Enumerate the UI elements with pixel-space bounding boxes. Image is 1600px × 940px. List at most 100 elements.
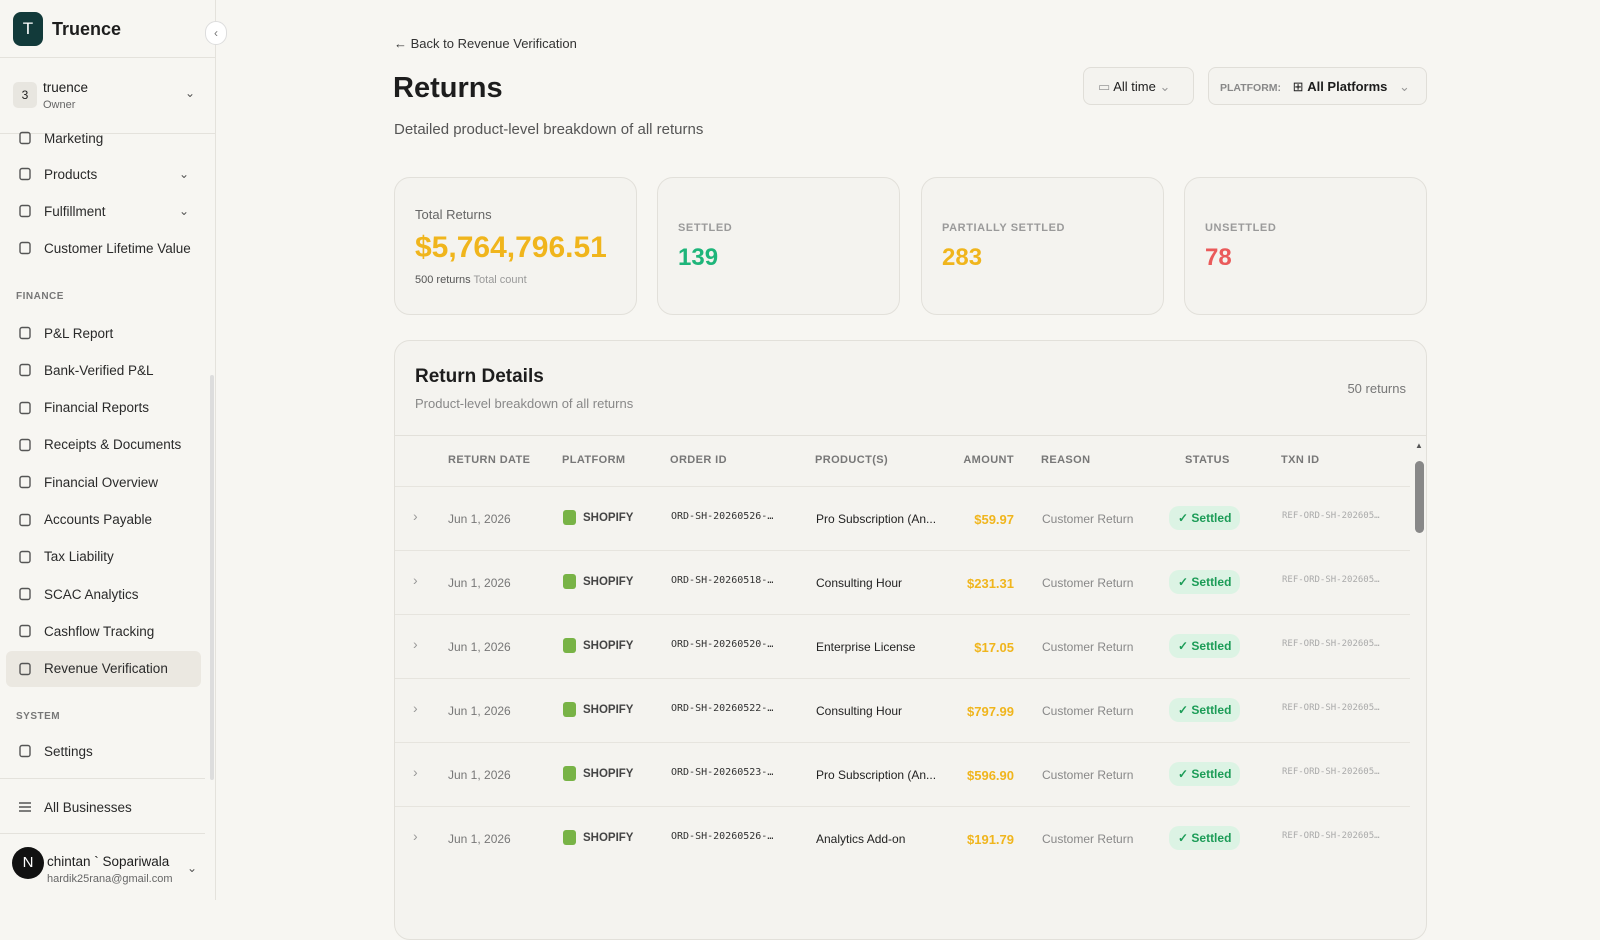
amount: $59.97 [974,512,1014,527]
table-row[interactable]: › Jun 1, 2026 SHOPIFY ORD-SH-20260526-… Anal… [395,806,1410,870]
stat-label: Total Returns [415,207,492,222]
nav-label: Customer Lifetime Value [44,240,191,256]
amount: $231.31 [967,576,1014,591]
expand-chevron[interactable]: › [413,700,418,716]
platform-logo [563,830,576,845]
time-filter-label: All time [1113,79,1156,94]
expand-chevron[interactable]: › [413,508,418,524]
nav-item[interactable]: Customer Lifetime Value [6,230,201,266]
nav-item[interactable]: Products ⌄ [6,156,201,192]
txn-id: REF-ORD-SH-202605… [1282,639,1380,649]
platform-logo [563,510,576,525]
expand-chevron[interactable]: › [413,636,418,652]
stat-label: SETTLED [678,222,733,234]
reason: Customer Return [1042,832,1134,846]
section-heading: SYSTEM [16,711,61,722]
user-email: hardik25rana@gmail.com [47,873,173,885]
table-row[interactable]: › Jun 1, 2026 SHOPIFY ORD-SH-20260523-… Pro … [395,742,1410,806]
collapse-button[interactable]: ‹ [205,21,227,45]
status: ✓ Settled [1169,698,1241,722]
nav-label: P&L Report [44,325,114,341]
nav-item[interactable]: Revenue Verification [6,650,201,687]
platform-logo [563,766,576,781]
stat-card: UNSETTLED 78 [1184,177,1427,315]
return-date: Jun 1, 2026 [448,512,511,526]
table-row[interactable]: › Jun 1, 2026 SHOPIFY ORD-SH-20260518-… Cons… [395,550,1410,614]
nav-chevron[interactable]: ⌄ [178,204,189,218]
page-subtitle: Detailed product-level breakdown of all … [394,121,704,138]
txn-id: REF-ORD-SH-202605… [1282,703,1380,713]
table-row[interactable]: › Jun 1, 2026 SHOPIFY ORD-SH-20260522-… Cons… [395,678,1410,742]
order-id: ORD-SH-20260518-… [671,575,774,586]
scrollbar[interactable] [210,375,214,780]
reason: Customer Return [1042,704,1134,718]
stat-value: 139 [678,244,719,271]
table-subtitle: Product-level breakdown of all returns [415,396,634,411]
txn-id: REF-ORD-SH-202605… [1282,511,1380,521]
expand-chevron[interactable]: › [413,764,418,780]
reason: Customer Return [1042,640,1134,654]
column-header: STATUS [1185,454,1230,466]
page: T Truence ‹ 3 truence Owner ⌄ FINANCE SY… [0,0,1427,940]
order-id: ORD-SH-20260523-… [671,767,774,778]
nav-item[interactable]: Financial Reports [6,390,201,426]
table-row[interactable]: › Jun 1, 2026 SHOPIFY ORD-SH-20260520-… Ente… [395,614,1410,678]
nav-label: SCAC Analytics [44,586,139,602]
nav-item[interactable]: Receipts & Documents [6,427,201,463]
nav-item[interactable]: Marketing [6,120,201,156]
nav-item[interactable]: Tax Liability [6,539,201,575]
product: Analytics Add-on [816,832,906,846]
reason: Customer Return [1042,768,1134,782]
return-date: Jun 1, 2026 [448,832,511,846]
platform-logo [563,574,576,589]
reason: Customer Return [1042,576,1134,590]
expand-chevron[interactable]: › [413,828,418,844]
workspace-chevron[interactable]: ⌄ [185,86,196,100]
nav-label: Cashflow Tracking [44,623,155,639]
table-count: 50 returns [1347,381,1406,396]
status: ✓ Settled [1169,634,1241,658]
workspace-name[interactable]: truence [43,80,89,95]
back-label: Back to Revenue Verification [410,36,577,51]
platform-filter[interactable]: PLATFORM: ⊞ All Platforms ⌄ [1208,67,1427,105]
stat-value: 283 [942,244,983,271]
product: Enterprise License [816,640,916,654]
nav-item[interactable]: Bank-Verified P&L [6,352,201,388]
user-menu[interactable]: ⌄ [187,861,198,875]
table-row[interactable]: › Jun 1, 2026 SHOPIFY ORD-SH-20260526-… Pro … [395,486,1410,550]
nav-label: Tax Liability [44,549,114,565]
nav-item[interactable]: Accounts Payable [6,502,201,538]
platform: SHOPIFY [583,704,634,716]
amount: $17.05 [974,640,1014,655]
txn-id: REF-ORD-SH-202605… [1282,575,1380,585]
amount: $191.79 [967,832,1014,847]
nav-label: All Businesses [44,799,132,815]
expand-chevron[interactable]: › [413,572,418,588]
platform-logo [563,702,576,717]
nav-item[interactable]: Settings [6,733,201,769]
nav-item[interactable]: P&L Report [6,315,201,351]
platform-logo [563,638,576,653]
nav-label: Financial Reports [44,400,150,416]
column-header: AMOUNT [963,454,1014,466]
nav-item[interactable]: All Businesses [6,789,201,825]
stat-card: SETTLED 139 [657,177,900,315]
sidebar: T Truence ‹ 3 truence Owner ⌄ FINANCE SY… [0,0,227,900]
product: Pro Subscription (An... [816,512,937,526]
table-scrollbar[interactable] [1415,461,1424,533]
nav-label: Products [44,166,98,182]
txn-id: REF-ORD-SH-202605… [1282,767,1380,777]
stat-card: Total Returns $5,764,796.51 500 returns … [394,177,637,315]
txn-id: REF-ORD-SH-202605… [1282,831,1380,841]
nav-item[interactable]: Fulfillment ⌄ [6,193,201,229]
nav-chevron[interactable]: ⌄ [178,167,189,181]
time-filter[interactable]: ▭ All time ⌄ [1083,67,1194,105]
brand-name: Truence [52,19,122,39]
nav-item[interactable]: Financial Overview [6,464,201,500]
nav-item[interactable]: SCAC Analytics [6,576,201,612]
amount: $797.99 [967,704,1014,719]
nav-item[interactable]: Cashflow Tracking [6,613,201,649]
column-header: TXN ID [1281,454,1320,466]
back-link[interactable]: ← Back to Revenue Verification [394,36,577,51]
page-title: Returns [393,72,503,104]
